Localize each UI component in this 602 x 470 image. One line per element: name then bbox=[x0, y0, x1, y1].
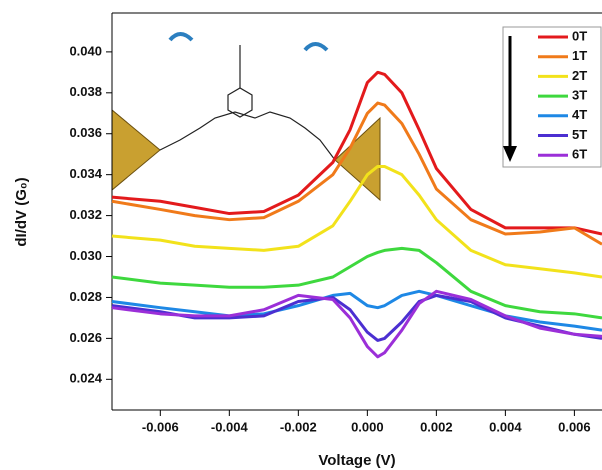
x-tick-label: 0.004 bbox=[489, 419, 522, 434]
molecule-inset bbox=[112, 34, 380, 200]
x-tick-label: -0.006 bbox=[142, 419, 179, 434]
series-line bbox=[112, 291, 602, 356]
magnet-icon bbox=[170, 34, 192, 40]
series-line bbox=[112, 295, 602, 340]
legend-label: 4T bbox=[572, 107, 587, 122]
y-tick-label: 0.024 bbox=[69, 371, 102, 386]
chart: Voltage (V) dI/dV (G₀) 0.024 0.026 0.028 0.… bbox=[0, 0, 602, 470]
x-tick-label: 0.000 bbox=[351, 419, 384, 434]
y-tick-label: 0.026 bbox=[69, 330, 102, 345]
legend-label: 1T bbox=[572, 48, 587, 63]
series-line bbox=[112, 166, 602, 277]
y-tick-label: 0.028 bbox=[69, 289, 102, 304]
x-tick-label: 0.006 bbox=[558, 419, 591, 434]
y-tick-label: 0.030 bbox=[69, 248, 102, 263]
x-tick-label: -0.002 bbox=[280, 419, 317, 434]
legend-label: 3T bbox=[572, 88, 587, 103]
x-tick-label: 0.002 bbox=[420, 419, 453, 434]
y-tick-label: 0.040 bbox=[69, 43, 102, 58]
legend-label: 5T bbox=[572, 127, 587, 142]
y-tick-label: 0.038 bbox=[69, 84, 102, 99]
electrode bbox=[112, 110, 160, 190]
molecule-backbone bbox=[160, 112, 335, 160]
y-axis-title: dI/dV (G₀) bbox=[13, 177, 30, 246]
y-tick-label: 0.034 bbox=[69, 166, 102, 181]
x-tick-label: -0.004 bbox=[211, 419, 249, 434]
legend-label: 6T bbox=[572, 147, 587, 162]
series-line bbox=[112, 248, 602, 318]
y-tick-label: 0.036 bbox=[69, 125, 102, 140]
y-tick-label: 0.032 bbox=[69, 207, 102, 222]
magnet-icon bbox=[305, 44, 327, 50]
legend-label: 2T bbox=[572, 68, 587, 83]
legend-label: 0T bbox=[572, 28, 587, 43]
x-axis-title: Voltage (V) bbox=[318, 452, 395, 469]
ring bbox=[228, 88, 252, 117]
